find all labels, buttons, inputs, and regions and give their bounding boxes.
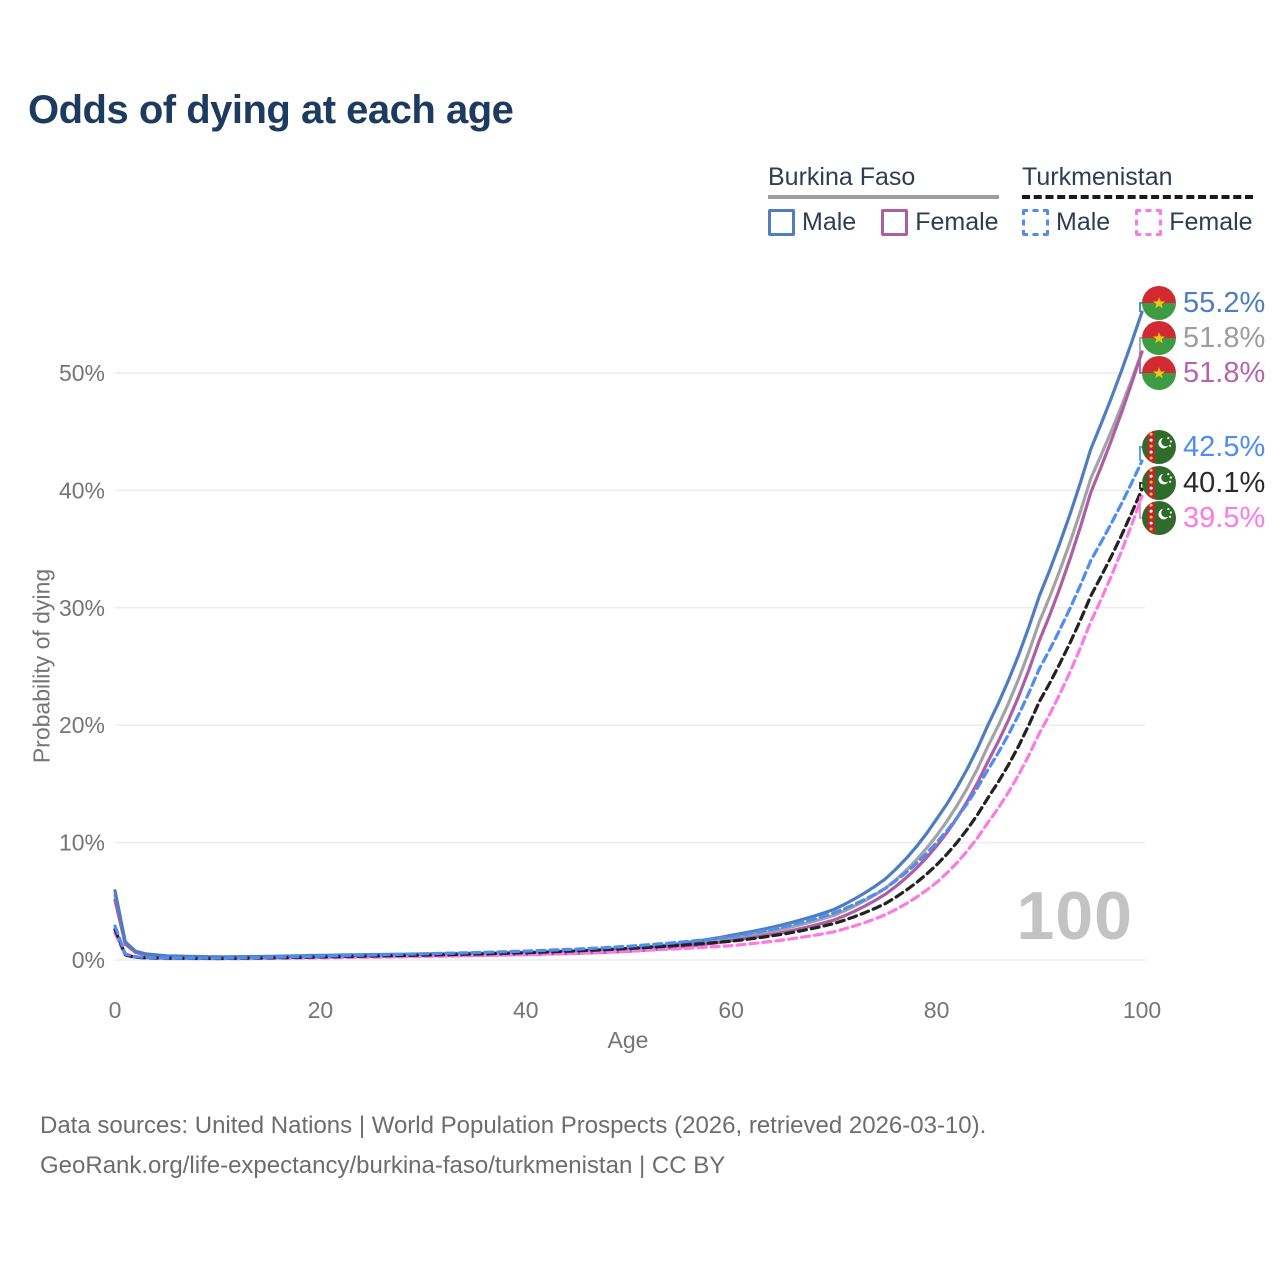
x-tick-label: 60 <box>718 997 744 1023</box>
license-line: GeoRank.org/life-expectancy/burkina-faso… <box>40 1152 726 1179</box>
legend-group-burkina-faso: Burkina Faso Male Female <box>768 163 999 237</box>
legend-country-turkmenistan[interactable]: Turkmenistan <box>1022 163 1173 191</box>
legend-label: Male <box>802 208 857 236</box>
legend-item-tm-male[interactable]: Male <box>1022 208 1110 237</box>
tm-female-swatch-icon <box>1135 209 1163 236</box>
y-axis-title: Probability of dying <box>28 568 55 764</box>
turkmenistan-flag-icon <box>1142 501 1176 535</box>
legend-underline-dashed <box>1022 195 1253 199</box>
x-axis-title: Age <box>607 1027 649 1053</box>
bf-male-swatch-icon <box>768 209 795 236</box>
y-tick-label: 40% <box>59 477 105 503</box>
x-tick-label: 0 <box>109 997 122 1023</box>
y-tick-label: 0% <box>72 947 105 973</box>
tm-male-swatch-icon <box>1022 209 1049 236</box>
y-tick-label: 50% <box>59 360 105 386</box>
end-label-tm-male: 42.5% <box>1142 430 1265 464</box>
legend-label: Female <box>1169 208 1253 236</box>
legend-item-bf-male[interactable]: Male <box>768 208 856 237</box>
y-tick-label: 10% <box>59 830 105 856</box>
end-value: 51.8% <box>1183 356 1266 389</box>
bf-female-swatch-icon <box>881 209 909 236</box>
data-sources-line: Data sources: United Nations | World Pop… <box>40 1112 987 1139</box>
watermark-age-100: 100 <box>1016 878 1133 954</box>
end-value: 39.5% <box>1183 501 1266 534</box>
x-tick-label: 40 <box>513 997 539 1023</box>
end-value: 40.1% <box>1183 466 1266 499</box>
legend-label: Male <box>1056 208 1111 236</box>
x-tick-label: 80 <box>924 997 950 1023</box>
end-label-bf-male: 55.2% <box>1142 286 1265 320</box>
burkina-faso-flag-icon <box>1142 321 1176 355</box>
y-tick-label: 20% <box>59 712 105 738</box>
turkmenistan-flag-icon <box>1142 466 1176 500</box>
burkina-faso-flag-icon <box>1142 356 1176 390</box>
end-label-bf-female: 51.8% <box>1142 356 1265 390</box>
burkina-faso-flag-icon <box>1142 286 1176 320</box>
legend-item-bf-female[interactable]: Female <box>881 208 999 237</box>
y-tick-label: 30% <box>59 595 105 621</box>
end-value: 42.5% <box>1183 430 1266 463</box>
end-value: 55.2% <box>1183 286 1266 319</box>
x-tick-label: 100 <box>1123 997 1161 1023</box>
legend-underline-solid <box>768 195 999 199</box>
x-tick-label: 20 <box>308 997 334 1023</box>
series-line-turkmenistan-male[interactable] <box>113 459 1144 960</box>
legend-label: Female <box>915 208 999 236</box>
series-line-burkina-faso-female[interactable] <box>113 350 1144 960</box>
series-line-burkina-faso-male[interactable] <box>113 310 1144 959</box>
end-label-tm-female: 39.5% <box>1142 501 1265 535</box>
series-line-burkina-faso-both-sexes[interactable] <box>113 350 1144 959</box>
turkmenistan-flag-icon <box>1142 430 1176 464</box>
end-value: 51.8% <box>1183 321 1266 354</box>
footer-attribution: Data sources: United Nations | World Pop… <box>40 1106 986 1186</box>
legend-item-tm-female[interactable]: Female <box>1135 208 1253 237</box>
page-title: Odds of dying at each age <box>28 88 514 132</box>
legend-country-burkina-faso[interactable]: Burkina Faso <box>768 163 916 191</box>
end-label-tm-both: 40.1% <box>1142 466 1265 500</box>
legend-group-turkmenistan: Turkmenistan Male Female <box>1022 163 1253 237</box>
end-label-bf-both: 51.8% <box>1142 321 1265 355</box>
